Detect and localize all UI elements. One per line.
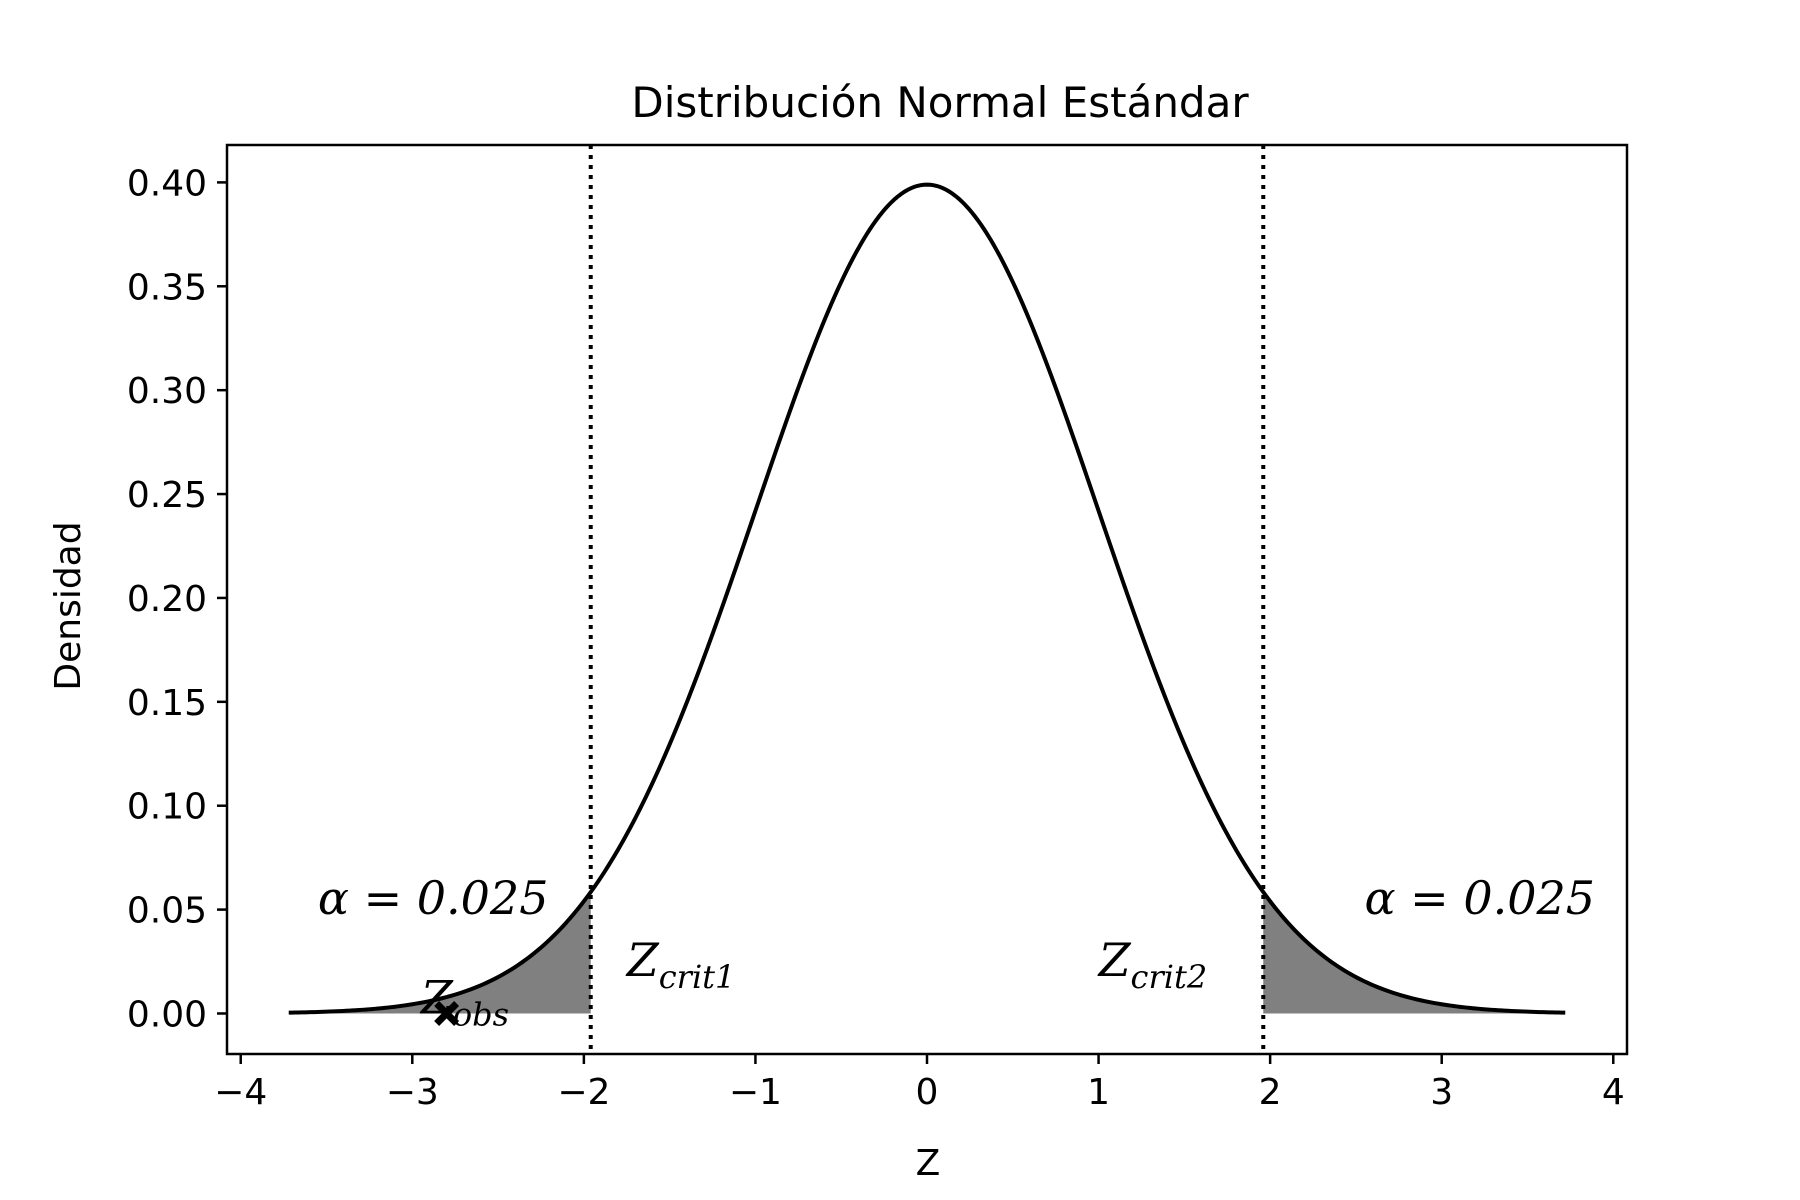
x-tick-label: −3 (386, 1072, 439, 1113)
x-tick-label: 0 (916, 1072, 939, 1113)
plot-area: α = 0.025 α = 0.025 Zcrit1 Zcrit2 Zobs −4 −3 −2… (127, 143, 1629, 1113)
y-tick-label: 0.15 (127, 683, 207, 724)
y-axis-label: Densidad (48, 521, 89, 690)
rejection-region-right (1263, 892, 1566, 1014)
y-tick-label: 0.10 (127, 787, 207, 828)
zobs-label: Zobs (419, 970, 509, 1033)
y-tick-label: 0.20 (127, 579, 207, 620)
y-tick-label: 0.35 (127, 267, 207, 308)
rejection-region-left (288, 892, 591, 1014)
chart-title: Distribución Normal Estándar (631, 78, 1249, 127)
y-tick-label: 0.05 (127, 891, 207, 932)
alpha-label-right: α = 0.025 (1365, 871, 1596, 925)
x-axis-label: Z (916, 1143, 941, 1184)
x-tick-label: 4 (1602, 1072, 1625, 1113)
zcrit1-label: Zcrit1 (625, 933, 736, 996)
alpha-label-left: α = 0.025 (318, 871, 549, 925)
y-tick-label: 0.40 (127, 163, 207, 204)
x-tick-label: 1 (1087, 1072, 1110, 1113)
x-tick-label: −2 (557, 1072, 610, 1113)
y-tick-label: 0.30 (127, 371, 207, 412)
x-tick-label: 2 (1259, 1072, 1282, 1113)
x-tick-label: −1 (729, 1072, 782, 1113)
density-curve (288, 182, 1566, 1015)
y-tick-label: 0.25 (127, 475, 207, 516)
y-tick-label: 0.00 (127, 994, 207, 1035)
observed-marker (434, 1001, 460, 1026)
x-tick-label: 3 (1430, 1072, 1453, 1113)
x-tick-label: −4 (214, 1072, 267, 1113)
zcrit2-label: Zcrit2 (1097, 933, 1208, 996)
